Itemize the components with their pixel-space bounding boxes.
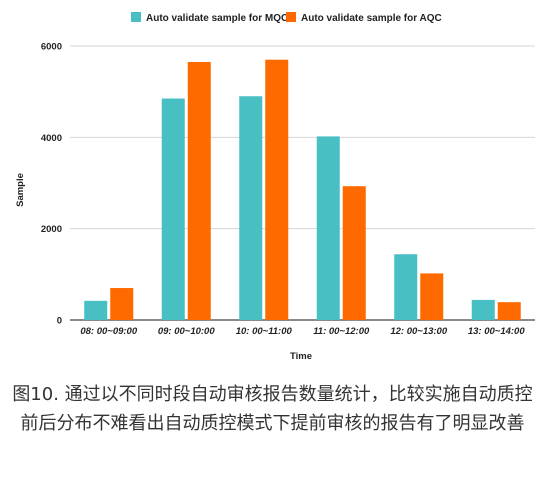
x-tick-label: 10: 00~11:00 [236,326,293,337]
y-tick-label: 4000 [41,133,62,144]
bar-aqc [110,288,134,320]
legend-label: Auto validate sample for MQC [146,13,288,24]
y-axis-ticks: 0 2000 4000 6000 [41,42,62,327]
bar-mqc [394,254,418,320]
x-tick-label: 13: 00~14:00 [468,326,525,337]
x-axis-title: Time [290,351,312,362]
bar-chart: 0 2000 4000 6000 08: 00~09:00 09: 00~10:00 10… [15,12,535,362]
bar-aqc [420,273,444,320]
bar-aqc [342,186,366,320]
x-tick-label: 08: 00~09:00 [80,326,137,337]
legend: Auto validate sample for MQC Auto validat… [131,12,442,24]
bar-aqc [265,59,289,320]
figure-caption: 图10. 通过以不同时段自动审核报告数量统计，比较实施自动质控前后分布不难看出自… [12,384,533,434]
bar-mqc [316,136,340,320]
x-tick-label: 11: 00~12:00 [313,326,370,337]
y-axis-title: Sample [15,173,26,207]
x-axis-ticks: 08: 00~09:00 09: 00~10:00 10: 00~11:00 11: … [80,326,525,337]
bar-aqc [187,61,211,320]
x-tick-label: 09: 00~10:00 [158,326,215,337]
bar-mqc [161,98,185,321]
bars [84,59,521,321]
bar-mqc [471,299,495,320]
legend-swatch [131,12,141,22]
legend-swatch [286,12,296,22]
bar-mqc [84,300,108,320]
legend-label: Auto validate sample for AQC [301,13,442,24]
y-tick-label: 0 [57,316,62,327]
gridlines [70,45,535,321]
bar-aqc [497,302,521,320]
x-tick-label: 12: 00~13:00 [390,326,447,337]
bar-mqc [239,96,263,320]
y-tick-label: 6000 [41,42,62,53]
y-tick-label: 2000 [41,224,62,235]
